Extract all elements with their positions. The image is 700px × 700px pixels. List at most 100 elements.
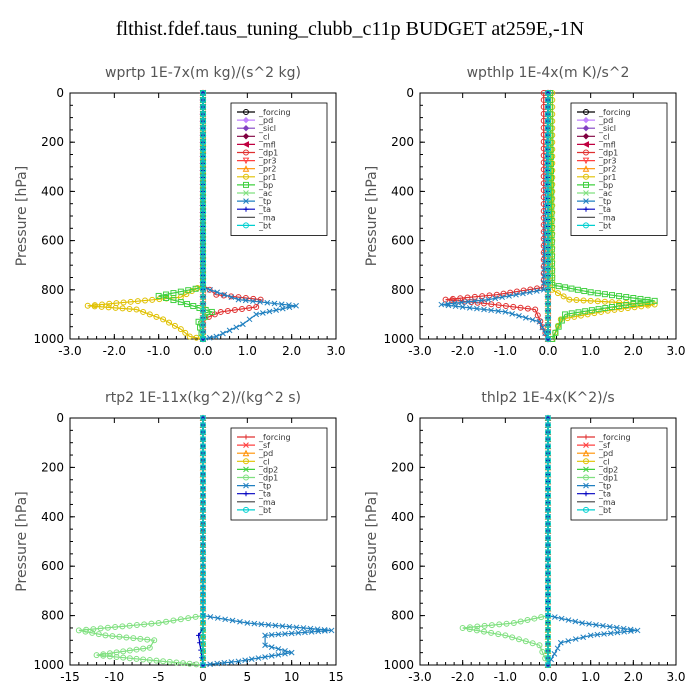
data-point: [545, 160, 551, 167]
data-point: [126, 655, 133, 662]
data-point: [116, 633, 123, 640]
data-point: [623, 301, 630, 308]
data-point: [237, 618, 243, 625]
x-tick-label: 2.0: [624, 670, 643, 684]
data-point: [253, 304, 260, 311]
legend: _forcing_pd_sicl_cl_mfl_dp1_pr3_pr2_pr1_…: [570, 102, 668, 236]
legend-label: _bt: [598, 221, 611, 230]
data-point: [545, 436, 551, 443]
series-line: [78, 418, 204, 666]
legend-label: _pr1: [258, 173, 276, 182]
legend-label: _pr1: [598, 173, 616, 182]
legend-label: _tp: [258, 482, 271, 491]
legend-marker: [243, 149, 249, 156]
y-tick-label: 1000: [33, 658, 64, 672]
data-point: [602, 305, 609, 312]
data-point: [527, 289, 533, 296]
data-point: [200, 181, 206, 188]
data-point: [545, 633, 551, 640]
series-dp1: [442, 90, 551, 342]
data-point: [293, 302, 299, 309]
data-point: [133, 622, 140, 629]
data-point: [200, 132, 206, 139]
data-point: [545, 415, 551, 421]
data-point: [614, 629, 621, 636]
data-point: [529, 316, 536, 323]
data-point: [257, 299, 263, 305]
data-point: [262, 654, 268, 660]
data-point: [193, 661, 200, 668]
series-dp1: [75, 415, 206, 668]
legend-marker: [583, 206, 589, 212]
data-point: [148, 620, 155, 627]
legend-label: _sicl: [258, 124, 276, 133]
data-point: [539, 324, 546, 331]
data-point: [262, 632, 268, 639]
data-point: [573, 297, 580, 304]
legend-marker: [243, 434, 249, 440]
data-point: [623, 294, 630, 301]
data-point: [200, 563, 206, 570]
data-point: [185, 287, 192, 294]
data-point: [185, 615, 192, 622]
data-point: [229, 617, 236, 624]
data-point: [481, 306, 487, 313]
data-point: [474, 623, 481, 630]
data-point: [200, 237, 206, 244]
data-point: [574, 286, 581, 293]
data-point: [545, 251, 551, 258]
data-point: [438, 301, 445, 308]
data-point: [120, 648, 127, 655]
data-point: [472, 298, 478, 304]
data-point: [621, 628, 628, 635]
legend-label: _ac: [258, 189, 272, 198]
data-point: [545, 577, 551, 584]
data-point: [302, 629, 308, 636]
data-point: [200, 506, 206, 513]
data-point: [266, 308, 273, 315]
legend-marker: [582, 165, 590, 172]
series-bt: [200, 90, 206, 342]
data-point: [488, 629, 495, 636]
data-point: [200, 633, 206, 640]
data-point: [295, 630, 302, 636]
legend-label: _cl: [598, 457, 610, 466]
legend-marker: [242, 124, 250, 132]
data-point: [445, 301, 451, 307]
data-point: [565, 617, 572, 623]
data-point: [616, 302, 623, 309]
y-tick-label: 400: [391, 184, 414, 198]
data-point: [545, 457, 551, 464]
x-tick-label: -1.0: [147, 344, 170, 358]
series-line: [549, 92, 655, 340]
data-point: [531, 615, 538, 622]
legend-label: _tp: [598, 197, 611, 206]
data-point: [539, 648, 546, 655]
x-tick-label: 1.0: [238, 344, 257, 358]
data-point: [119, 305, 126, 312]
legend-label: _ma: [258, 213, 276, 222]
legend-label: _dp2: [258, 465, 278, 474]
y-tick-label: 0: [56, 411, 64, 425]
data-point: [224, 307, 231, 314]
data-point: [594, 631, 601, 638]
data-point: [82, 628, 89, 635]
y-tick-label: 400: [391, 510, 414, 524]
data-point: [200, 174, 206, 181]
data-point: [545, 443, 551, 450]
data-point: [442, 296, 449, 303]
data-point: [90, 626, 97, 633]
data-point: [200, 97, 206, 104]
series-bt: [545, 90, 551, 342]
data-point: [200, 321, 206, 328]
panel-title: rtp2 1E-11x(kg^2)/(kg^2 s): [105, 390, 301, 406]
legend-label: _pd: [258, 116, 273, 125]
data-point: [214, 660, 221, 667]
data-point: [193, 334, 200, 341]
data-point: [177, 326, 184, 333]
data-point: [200, 534, 206, 541]
y-axis-label: Pressure [hPa]: [14, 166, 30, 266]
data-point: [466, 626, 473, 633]
data-point: [308, 629, 315, 635]
data-point: [545, 97, 551, 104]
